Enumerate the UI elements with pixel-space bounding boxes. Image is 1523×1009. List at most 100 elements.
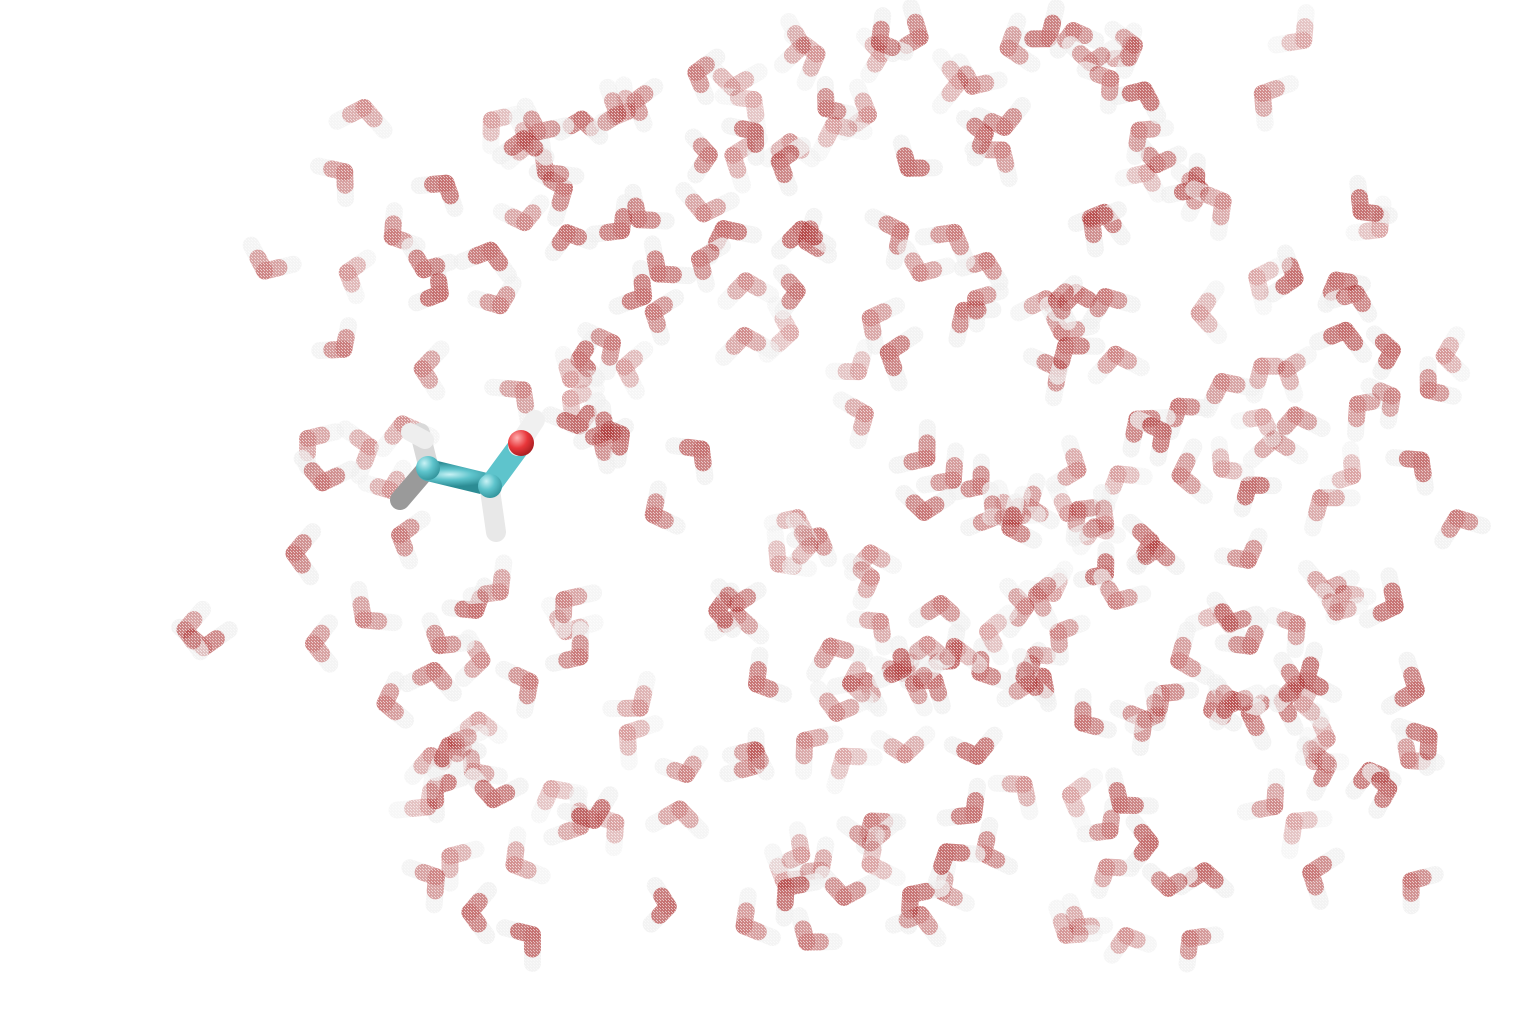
water-molecule bbox=[825, 339, 874, 381]
water-molecule bbox=[1349, 174, 1398, 224]
water-molecule bbox=[350, 580, 403, 632]
water-molecule bbox=[643, 235, 698, 285]
water-molecule bbox=[790, 907, 843, 951]
water-molecule bbox=[544, 224, 599, 262]
water-molecule bbox=[328, 99, 393, 139]
water-molecule bbox=[717, 272, 780, 310]
water-molecule bbox=[1114, 164, 1167, 203]
water-molecule bbox=[1087, 345, 1150, 385]
water-molecule bbox=[1049, 614, 1091, 666]
water-molecule bbox=[735, 887, 781, 947]
water-molecule bbox=[1385, 449, 1434, 496]
water-molecule bbox=[461, 735, 508, 785]
water-molecule bbox=[1206, 591, 1265, 632]
water-molecule bbox=[1045, 434, 1087, 494]
water-molecule bbox=[864, 208, 910, 270]
water-molecule bbox=[1083, 201, 1127, 258]
water-molecules bbox=[171, 0, 1491, 973]
water-molecule bbox=[701, 56, 768, 97]
water-molecule bbox=[1381, 651, 1425, 715]
water-molecule bbox=[1049, 337, 1106, 385]
water-molecule bbox=[884, 906, 947, 947]
water-molecule bbox=[467, 275, 522, 315]
water-molecule bbox=[914, 223, 976, 270]
water-molecule bbox=[975, 816, 1019, 875]
water-molecule bbox=[888, 419, 936, 474]
water-molecule bbox=[285, 523, 322, 586]
water-molecule bbox=[1028, 567, 1068, 630]
water-molecule bbox=[810, 116, 873, 162]
water-molecule bbox=[870, 725, 936, 764]
water-molecule bbox=[1206, 673, 1266, 713]
water-molecule bbox=[826, 747, 883, 795]
water-molecule bbox=[1435, 326, 1471, 382]
water-molecule bbox=[1090, 858, 1140, 900]
water-molecule bbox=[769, 821, 811, 874]
water-molecule bbox=[1267, 4, 1315, 54]
water-molecule bbox=[1048, 899, 1103, 944]
water-molecule bbox=[401, 237, 459, 279]
water-molecule bbox=[773, 13, 811, 74]
water-molecule bbox=[1304, 489, 1361, 537]
water-molecule bbox=[928, 640, 988, 674]
water-molecule bbox=[654, 745, 709, 783]
water-molecule bbox=[846, 610, 893, 656]
water-molecule bbox=[1129, 411, 1172, 467]
water-molecule bbox=[357, 459, 412, 499]
ethanol-solute-molecule bbox=[390, 410, 545, 542]
water-molecule bbox=[447, 724, 489, 775]
water-molecule bbox=[492, 194, 550, 232]
water-molecule bbox=[336, 420, 379, 485]
water-molecule bbox=[1126, 540, 1186, 576]
water-molecule bbox=[1233, 476, 1283, 518]
water-molecule bbox=[484, 378, 537, 429]
water-molecule bbox=[441, 840, 485, 892]
water-molecule bbox=[1126, 119, 1175, 165]
water-molecule bbox=[1362, 763, 1398, 819]
water-molecule bbox=[1268, 651, 1306, 713]
water-molecule bbox=[1419, 356, 1462, 405]
water-molecule bbox=[391, 510, 431, 570]
water-molecule bbox=[1230, 408, 1282, 448]
water-molecule bbox=[642, 877, 677, 933]
water-molecule bbox=[624, 183, 675, 230]
water-molecule bbox=[608, 259, 653, 315]
carbon-atom bbox=[478, 474, 502, 498]
water-molecule bbox=[1074, 688, 1117, 739]
water-molecule bbox=[573, 398, 614, 450]
water-molecule bbox=[999, 577, 1035, 639]
water-molecule bbox=[915, 442, 965, 494]
water-molecule bbox=[772, 264, 806, 320]
water-molecule bbox=[691, 237, 731, 293]
water-molecule bbox=[1264, 607, 1306, 659]
water-molecule bbox=[421, 612, 475, 655]
water-molecule bbox=[1178, 926, 1225, 973]
water-molecule bbox=[1319, 441, 1362, 493]
water-molecule bbox=[1100, 465, 1153, 508]
water-molecule bbox=[310, 157, 355, 208]
water-molecule bbox=[948, 453, 990, 501]
water-molecule bbox=[495, 660, 539, 719]
water-molecule bbox=[410, 174, 464, 218]
water-molecule bbox=[464, 768, 529, 809]
water-molecule bbox=[376, 671, 415, 729]
water-molecule bbox=[1324, 284, 1378, 323]
water-molecule bbox=[1093, 568, 1152, 610]
water-molecule bbox=[781, 512, 819, 576]
water-molecule bbox=[1434, 509, 1491, 550]
water-molecule bbox=[1214, 612, 1269, 655]
water-molecule bbox=[721, 741, 775, 781]
water-molecule bbox=[1302, 847, 1345, 910]
water-molecule bbox=[496, 919, 542, 972]
water-molecule bbox=[721, 117, 765, 166]
water-molecule bbox=[770, 136, 811, 197]
water-molecule bbox=[936, 777, 986, 827]
water-molecule bbox=[1315, 582, 1369, 621]
water-molecule bbox=[967, 282, 1009, 333]
water-molecule bbox=[556, 786, 619, 829]
water-molecule bbox=[1141, 862, 1198, 897]
water-molecule bbox=[687, 48, 726, 106]
water-molecule bbox=[492, 130, 555, 166]
water-molecule bbox=[1125, 813, 1159, 872]
